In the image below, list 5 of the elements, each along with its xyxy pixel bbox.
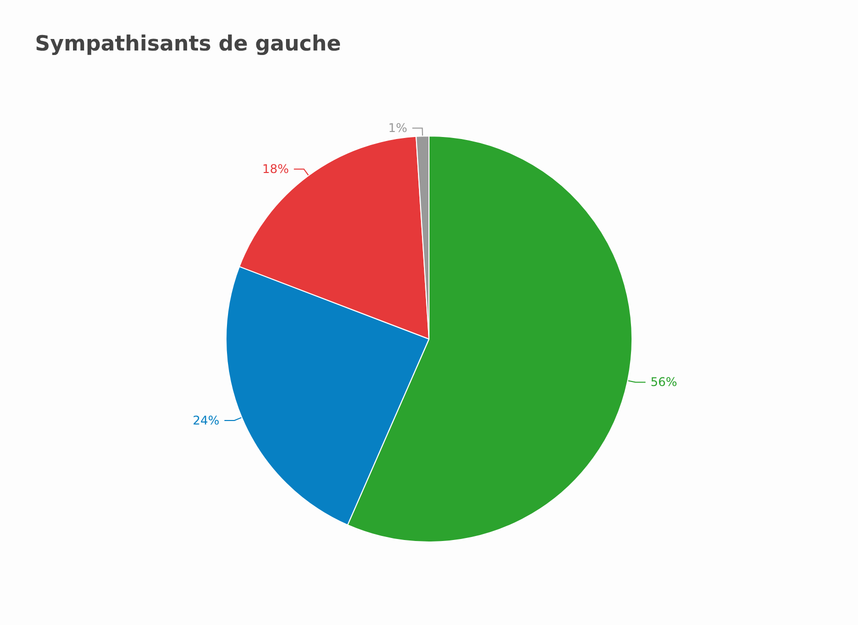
data-label: 1% bbox=[388, 121, 408, 136]
data-label: 24% bbox=[192, 414, 220, 428]
data-label: 18% bbox=[262, 162, 289, 176]
data-label: 56% bbox=[650, 375, 678, 390]
chart-title: Sympathisants de gauche bbox=[35, 32, 341, 56]
